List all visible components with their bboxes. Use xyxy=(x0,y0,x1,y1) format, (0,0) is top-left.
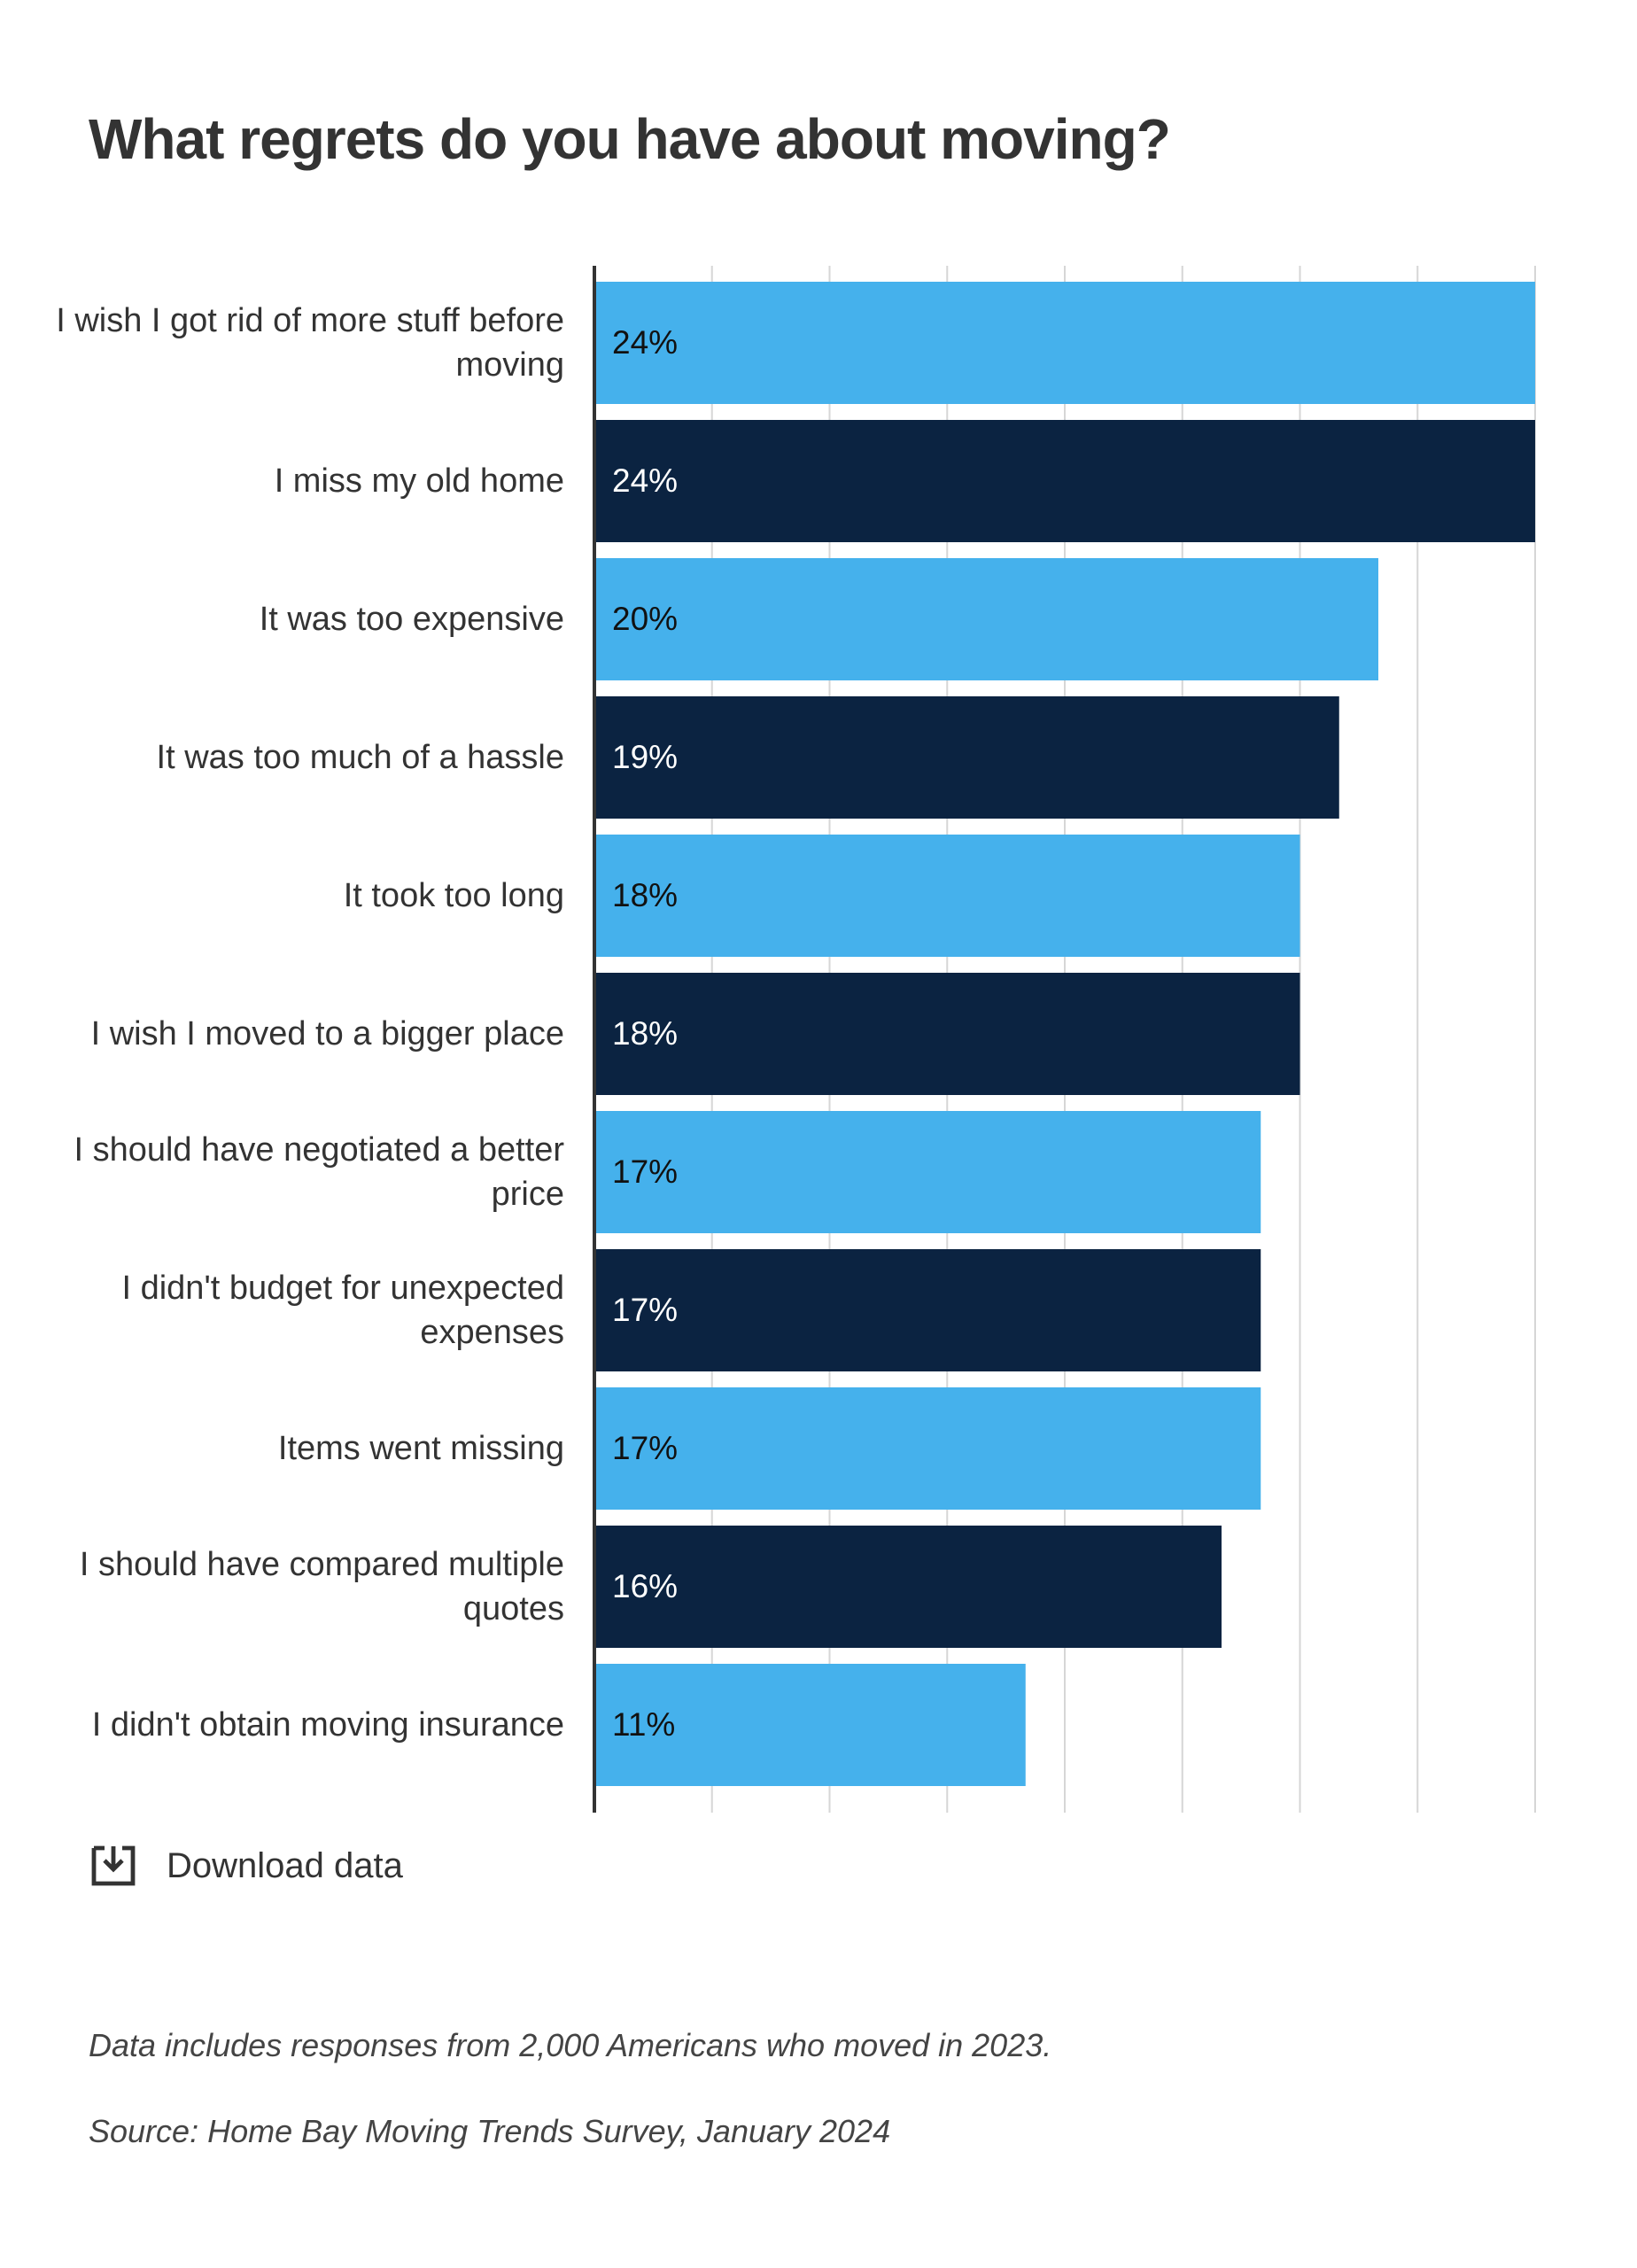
category-box: It took too long xyxy=(53,835,564,957)
bar xyxy=(594,558,1378,680)
category-box: I didn't budget for unexpected expenses xyxy=(53,1249,564,1371)
category-box: I should have negotiated a better price xyxy=(53,1111,564,1233)
category-box: I didn't obtain moving insurance xyxy=(53,1664,564,1786)
download-icon xyxy=(91,1845,136,1886)
y-tick-label: It was too much of a hassle xyxy=(156,739,564,776)
value-label: 17% xyxy=(612,1430,678,1466)
y-tick-label: I wish I moved to a bigger place xyxy=(90,1015,564,1052)
category-box: Items went missing xyxy=(53,1387,564,1510)
chart-title: What regrets do you have about moving? xyxy=(89,107,1171,171)
value-label: 17% xyxy=(612,1153,678,1190)
source: Source: Home Bay Moving Trends Survey, J… xyxy=(89,2113,891,2149)
value-label: 20% xyxy=(612,601,678,637)
y-tick-label: I should have compared multiple quotes xyxy=(79,1546,564,1627)
category-box: I should have compared multiple quotes xyxy=(53,1526,564,1648)
bar xyxy=(594,1249,1261,1371)
y-tick-label: It took too long xyxy=(343,877,564,914)
y-tick-label: I should have negotiated a better price xyxy=(74,1131,564,1213)
bar xyxy=(594,835,1300,957)
category-box: It was too much of a hassle xyxy=(53,696,564,819)
bar xyxy=(594,696,1339,819)
bar xyxy=(594,420,1535,542)
bar xyxy=(594,973,1300,1095)
value-label: 19% xyxy=(612,739,678,775)
value-label: 11% xyxy=(612,1706,675,1743)
note: Data includes responses from 2,000 Ameri… xyxy=(89,2027,1052,2063)
y-tick-label: I wish I got rid of more stuff before mo… xyxy=(56,302,564,384)
bar xyxy=(594,282,1535,404)
category-box: It was too expensive xyxy=(53,558,564,680)
value-label: 16% xyxy=(612,1568,678,1604)
value-label: 18% xyxy=(612,877,678,913)
chart: 24% 24% 20% 19% 18% 18% 17% 17% 17% 16% 11% xyxy=(593,266,1536,1813)
category-box: I wish I moved to a bigger place xyxy=(53,973,564,1095)
value-label: 24% xyxy=(612,462,678,499)
y-tick-label: I didn't obtain moving insurance xyxy=(91,1706,564,1744)
category-box: I wish I got rid of more stuff before mo… xyxy=(53,282,564,404)
bar xyxy=(594,1664,1026,1786)
download-label[interactable]: Download data xyxy=(167,1845,403,1885)
y-tick-label: I didn't budget for unexpected expenses xyxy=(121,1270,564,1351)
download-button[interactable]: Download data xyxy=(89,1841,403,1891)
value-label: 24% xyxy=(612,324,678,361)
bar xyxy=(594,1526,1222,1648)
category-box: I miss my old home xyxy=(53,420,564,542)
value-label: 17% xyxy=(612,1292,678,1328)
value-label: 18% xyxy=(612,1015,678,1052)
y-tick-label: It was too expensive xyxy=(259,601,564,638)
bar xyxy=(594,1111,1261,1233)
bar xyxy=(594,1387,1261,1510)
y-tick-label: I miss my old home xyxy=(274,462,564,500)
y-tick-label: Items went missing xyxy=(277,1430,564,1467)
